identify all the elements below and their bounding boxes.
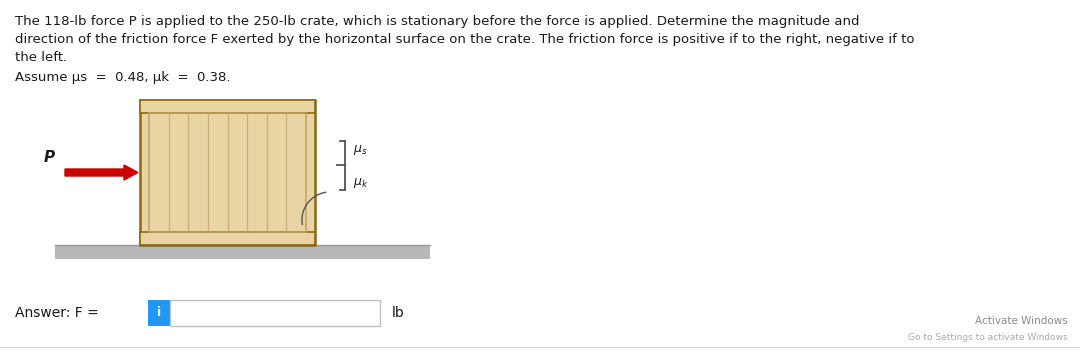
Bar (149, 113, 306, 232)
FancyArrow shape (65, 165, 138, 180)
Bar (55, 245, 430, 259)
Text: Assume μs  =  0.48, μk  =  0.38.: Assume μs = 0.48, μk = 0.38. (15, 71, 230, 84)
Text: lb: lb (392, 306, 405, 320)
Bar (148, 300, 170, 326)
Bar (170, 300, 380, 326)
Text: P: P (44, 150, 55, 164)
Text: the left.: the left. (15, 51, 67, 64)
Text: The 118-lb force P is applied to the 250-lb crate, which is stationary before th: The 118-lb force P is applied to the 250… (15, 15, 860, 28)
Bar (140, 100, 315, 113)
Bar (140, 100, 315, 245)
Text: Go to Settings to activate Windows: Go to Settings to activate Windows (908, 333, 1068, 341)
Text: Answer: F =: Answer: F = (15, 306, 103, 320)
Text: $\mu_k$: $\mu_k$ (353, 176, 368, 190)
Text: $\mu_s$: $\mu_s$ (353, 143, 367, 157)
Text: direction of the friction force F exerted by the horizontal surface on the crate: direction of the friction force F exerte… (15, 33, 915, 46)
Text: i: i (157, 306, 161, 319)
Bar (140, 232, 315, 245)
Text: Activate Windows: Activate Windows (975, 316, 1068, 326)
